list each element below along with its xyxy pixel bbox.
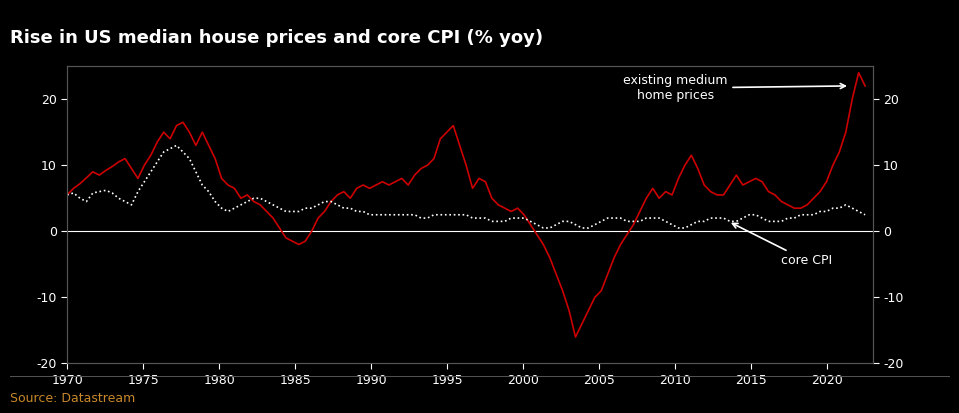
Text: Source: Datastream: Source: Datastream <box>10 392 135 405</box>
Text: existing medium
home prices: existing medium home prices <box>622 74 845 102</box>
Text: core CPI: core CPI <box>733 223 832 267</box>
Text: Rise in US median house prices and core CPI (% yoy): Rise in US median house prices and core … <box>10 29 543 47</box>
